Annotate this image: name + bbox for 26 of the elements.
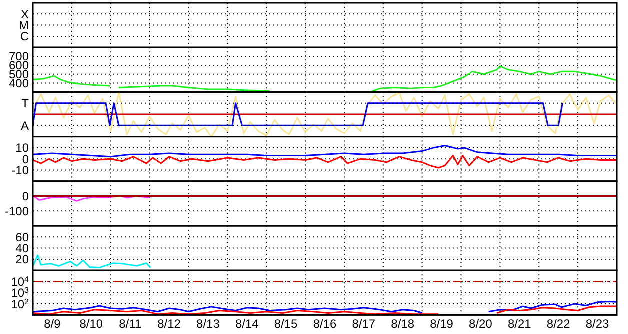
y-tick-label: 40 [16,242,30,256]
x-tick-label: 8/20 [469,317,493,332]
y-tick-label: 60 [16,230,30,244]
y-tick-label: M [19,18,29,32]
y-tick-label: 10$^{2}$ [11,296,30,312]
x-tick-label: 8/10 [80,317,104,332]
x-tick-label: 8/17 [352,317,376,332]
text: T [22,96,30,111]
y-tick-label: C [20,30,30,44]
x-tick-label: 8/12 [158,317,182,332]
x-tick-label: 8/16 [313,317,337,332]
x-tick-label: 8/14 [235,317,260,332]
x-tick-label: 8/18 [391,317,415,332]
x-tick-label: 8/13 [196,317,220,332]
x-tick-label: 8/9 [44,317,62,332]
x-tick-label: 8/11 [119,317,142,332]
y-tick-label: 0 [22,189,30,204]
y-tick-label: 20 [16,252,30,267]
x-tick-label: 8/22 [546,317,571,332]
x-tick-label: 8/19 [430,317,454,332]
y-tick-label: X [20,7,29,22]
y-tick-label: -100 [4,204,30,218]
x-tick-label: 8/23 [586,317,610,332]
x-tick-label: 8/15 [274,317,298,332]
text: A [20,118,29,133]
x-tick-label: 8/21 [508,317,532,332]
